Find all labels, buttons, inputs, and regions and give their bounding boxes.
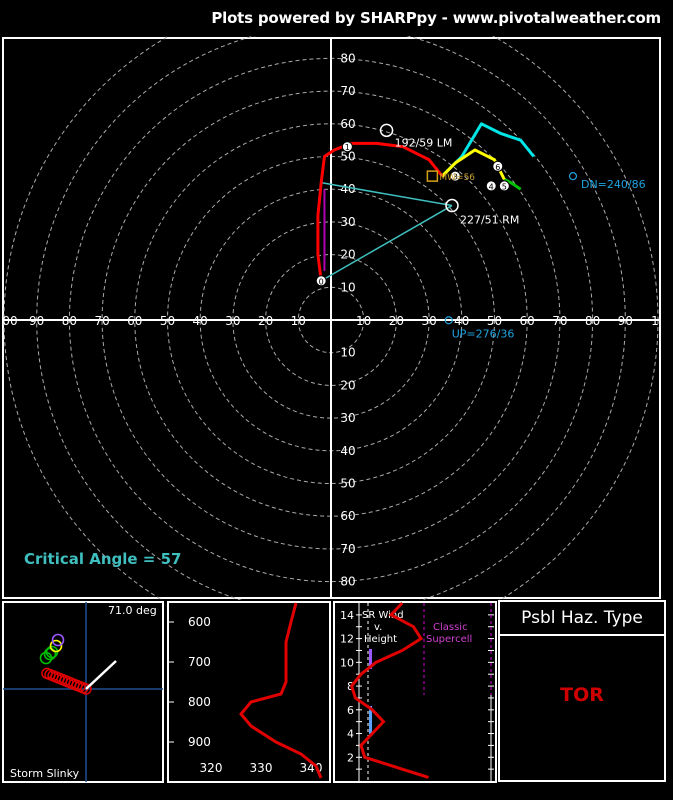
theta-e-y-tick: 700	[188, 655, 211, 669]
theta-e-line	[239, 602, 323, 779]
left-mover-marker	[379, 123, 394, 138]
left-mover-label: 192/59 LM	[395, 136, 453, 149]
slinky-angle-text: 71.0 deg	[108, 604, 157, 617]
sr-label-1: SR Wind	[362, 610, 404, 621]
hodograph-y-tick-label: 80	[340, 575, 355, 589]
slinky-ring	[43, 647, 57, 661]
hodograph-x-tick-label: 70	[552, 314, 567, 328]
inflow-line-0km	[320, 204, 453, 282]
mean-wind-marker	[426, 170, 439, 182]
slinky-ring	[41, 667, 53, 680]
height-marker-label: 3	[453, 173, 458, 182]
right-mover-label: 227/51 RM	[460, 214, 519, 227]
hodograph-y-tick-label: 60	[340, 117, 355, 131]
height-marker-label: 5	[502, 182, 507, 191]
hodograph-y-tick-label: 60	[340, 509, 355, 523]
sr-y-tick: 4	[347, 728, 354, 741]
height-marker	[449, 170, 461, 182]
inflow-line-1km	[321, 181, 453, 207]
hodograph-x-tick-label: 20	[389, 314, 404, 328]
hodograph-x-tick-label: 50	[160, 314, 175, 328]
sr-label-3: Height	[364, 634, 397, 645]
height-marker-label: 6	[495, 163, 500, 172]
hodograph-x-tick-label: 40	[193, 314, 208, 328]
upshear-marker	[444, 316, 453, 325]
hodograph-x-tick-label: 50	[487, 314, 502, 328]
height-marker-label: 0	[319, 277, 324, 286]
hodograph-x-tick-label: 30	[225, 314, 240, 328]
hodograph-x-tick-label: 30	[421, 314, 436, 328]
downshear-label: DN=240/86	[581, 178, 646, 191]
upshear-label: UP=276/36	[452, 327, 515, 340]
height-marker	[315, 275, 327, 287]
height-marker	[498, 180, 510, 192]
mean-wind-label: MW=56	[439, 173, 475, 183]
hodograph-x-tick-label: 80	[62, 314, 77, 328]
downshear-marker	[568, 172, 578, 181]
slinky-ring	[49, 639, 63, 653]
slinky-vector	[85, 660, 117, 690]
classic-label: Classic	[433, 622, 468, 633]
sr-y-tick: 6	[347, 704, 354, 717]
hodograph-y-tick-label: 10	[340, 346, 355, 360]
sr-y-tick: 14	[340, 609, 354, 622]
height-marker-label: 1	[345, 143, 350, 152]
sr-y-tick: 10	[340, 656, 354, 669]
hodograph-panel: 00 90 80 70 60 50 40 30 20 10 10 20 30 40 50 60 70 80 90 11…	[2, 36, 661, 600]
hodograph-segment-0-3km	[316, 141, 444, 281]
hodograph-x-tick-label: 70	[94, 314, 109, 328]
hodograph-x-tick-label: 00	[2, 314, 17, 328]
hodograph-x-tick-label: 20	[258, 314, 273, 328]
sr-y-tick: 12	[340, 633, 354, 646]
hodograph-y-tick-label: 50	[340, 477, 355, 491]
theta-e-y-tick: 600	[188, 615, 211, 629]
hodograph-x-tick-label: 40	[454, 314, 469, 328]
hodograph-x-tick-label: 10	[291, 314, 306, 328]
hodograph-x-tick-label: 60	[520, 314, 535, 328]
theta-e-y-tick: 900	[188, 735, 211, 749]
hazard-value: TOR	[560, 684, 604, 706]
hodograph-y-tick-label: 30	[340, 215, 355, 229]
hodograph-y-tick-label: 10	[340, 280, 355, 294]
credit-text: Plots powered by SHARPpy - www.pivotalwe…	[211, 9, 661, 27]
hazard-title: Psbl Haz. Type	[500, 602, 664, 636]
supercell-label: Supercell	[426, 634, 472, 645]
height-marker	[485, 180, 497, 192]
hodograph-y-tick-label: 20	[340, 248, 355, 262]
hodograph-y-tick-label: 40	[340, 182, 355, 196]
height-marker	[492, 160, 504, 172]
critical-angle-text: Critical Angle = 57	[24, 550, 181, 568]
hodograph-segment-6-9km	[503, 178, 522, 191]
hodograph-y-tick-label: 70	[340, 542, 355, 556]
hodograph-y-tick-label: 20	[340, 378, 355, 392]
hodograph-y-tick-label: 80	[340, 51, 355, 65]
hodograph-x-tick-label: 80	[585, 314, 600, 328]
hodograph-y-tick-label: 30	[340, 411, 355, 425]
storm-slinky-panel: 71.0 deg Storm Slinky	[2, 601, 164, 783]
hodograph-y-tick-label: 50	[340, 150, 355, 164]
hazard-panel: Psbl Haz. Type TOR	[498, 600, 666, 782]
header: Plots powered by SHARPpy - www.pivotalwe…	[0, 0, 673, 36]
slinky-ring	[51, 633, 65, 647]
sr-y-tick: 2	[347, 751, 354, 764]
theta-e-y-tick: 800	[188, 695, 211, 709]
right-mover-marker	[445, 198, 459, 213]
height-marker-label: 4	[489, 182, 494, 191]
slinky-title: Storm Slinky	[10, 767, 80, 780]
theta-e-x-tick: 320	[200, 761, 223, 775]
hodograph-y-tick-label: 70	[340, 84, 355, 98]
hodograph-x-tick-label: 1	[651, 314, 659, 328]
sr-label-2: v.	[374, 622, 382, 633]
hodograph-x-tick-label: 10	[356, 314, 371, 328]
hodograph-y-tick-label: 40	[340, 444, 355, 458]
theta-e-x-tick: 330	[250, 761, 273, 775]
hodograph-x-tick-label: 90	[29, 314, 44, 328]
sr-wind-line	[349, 601, 429, 779]
height-marker	[341, 141, 353, 153]
hodograph-x-tick-label: 90	[618, 314, 633, 328]
hodograph-x-tick-label: 60	[127, 314, 142, 328]
